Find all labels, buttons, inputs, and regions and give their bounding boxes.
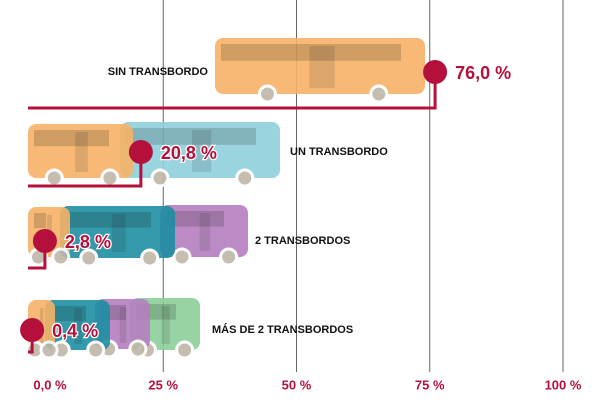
bus-wheel xyxy=(258,84,277,104)
bus-illustrations xyxy=(25,38,425,360)
bus-windows xyxy=(166,211,224,227)
bus-wheel xyxy=(172,247,192,267)
category-label: SIN TRANSBORDO xyxy=(108,66,209,78)
bus-body xyxy=(160,205,248,257)
x-tick-label: 0,0 % xyxy=(33,377,67,392)
bus-windows xyxy=(66,212,151,228)
bus-wheel xyxy=(86,340,106,360)
bus-wheel xyxy=(369,84,389,104)
bus-wheel xyxy=(128,339,148,359)
bus-door xyxy=(192,130,212,172)
value-dot xyxy=(32,229,57,253)
x-tick-label: 75 % xyxy=(415,377,445,392)
bus-door xyxy=(74,308,83,344)
bus-body xyxy=(120,122,280,178)
category-label: 2 TRANSBORDOS xyxy=(255,235,350,247)
bus xyxy=(60,206,175,268)
bus-body xyxy=(45,300,110,350)
x-tick-label: 50 % xyxy=(282,377,312,392)
bus-windows xyxy=(126,128,256,145)
bus-body xyxy=(215,38,425,94)
value-dot xyxy=(128,140,153,164)
bus-door xyxy=(199,213,211,251)
bus-wheel xyxy=(100,168,120,188)
category-label: MÁS DE 2 TRANSBORDOS xyxy=(212,323,353,336)
bus-wheel xyxy=(39,340,59,360)
bus-door xyxy=(119,307,127,343)
bus-wheel xyxy=(175,340,195,360)
bus-body xyxy=(28,124,133,178)
bus-wheel xyxy=(219,247,239,267)
bus-wheel xyxy=(150,168,170,188)
bus-wheel xyxy=(235,168,255,188)
bus-body xyxy=(60,206,175,258)
bus xyxy=(160,205,248,267)
bus-door xyxy=(111,214,126,252)
bus-wheel xyxy=(79,248,99,268)
bus-windows xyxy=(34,130,109,147)
x-tick-label: 100 % xyxy=(545,377,582,392)
bus-windows xyxy=(34,213,46,228)
value-dot xyxy=(423,60,448,84)
bus-door xyxy=(161,306,170,344)
value-dot xyxy=(20,318,45,342)
category-label: UN TRANSBORDO xyxy=(290,146,388,158)
bus-wheel xyxy=(51,247,71,267)
bus xyxy=(120,122,280,188)
bus xyxy=(28,124,133,188)
marks: 0,0 % 25 % 50 % 75 % 100 % SIN TRANSBORDO 76,0… xyxy=(20,60,582,392)
bus-wheel xyxy=(140,248,160,268)
bus xyxy=(215,38,425,104)
bus-wheel xyxy=(44,168,64,188)
value-label: 2,8 % xyxy=(65,232,111,252)
value-label: 20,8 % xyxy=(161,143,217,163)
x-tick-label: 25 % xyxy=(148,377,178,392)
bus-windows xyxy=(221,44,401,61)
value-label: 76,0 % xyxy=(455,63,511,83)
bus-door xyxy=(75,132,88,172)
value-label: 0,4 % xyxy=(52,321,98,341)
bus-windows xyxy=(51,306,86,321)
bus-door xyxy=(309,46,335,88)
